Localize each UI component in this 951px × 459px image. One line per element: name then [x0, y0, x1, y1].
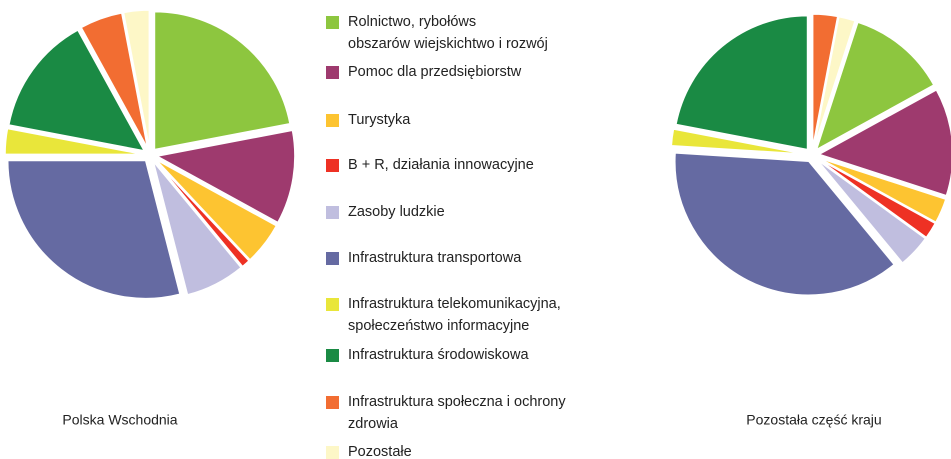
pie-slice — [154, 159, 251, 268]
legend-label: Pozostałe — [348, 444, 412, 459]
legend-swatch — [326, 159, 339, 172]
legend-label: Infrastruktura społeczna i ochrony zdrow… — [348, 394, 566, 432]
legend-swatch — [326, 349, 339, 362]
pie-slice — [7, 28, 146, 152]
legend-label: Infrastruktura telekomunikacyjna, społec… — [348, 296, 561, 334]
legend-swatch — [326, 16, 339, 29]
legend-swatch — [326, 396, 339, 409]
legend-label: Infrastruktura środowiskowa — [348, 347, 529, 363]
chart-title: Polska Wschodnia — [62, 412, 177, 428]
pie-slice — [817, 158, 937, 239]
pie-slice — [816, 159, 927, 265]
legend-swatch — [326, 446, 339, 459]
pie-slice — [122, 9, 151, 149]
pie-slice — [675, 14, 809, 151]
pie-slice — [811, 13, 839, 149]
pie-slice — [153, 10, 291, 151]
pie-slice — [4, 127, 144, 156]
pie-slice — [670, 128, 806, 155]
pie-slice — [152, 160, 243, 296]
legend-swatch — [326, 114, 339, 127]
pie-slice — [154, 129, 296, 224]
legend-label: Turystyka — [348, 112, 411, 128]
pie-slice — [80, 11, 149, 149]
pie-slice — [154, 158, 278, 261]
legend-label: B + R, działania innowacyjne — [348, 157, 534, 173]
pie-slice — [815, 21, 935, 152]
chart-title: Pozostała część kraju — [746, 412, 881, 428]
legend-swatch — [326, 298, 339, 311]
pie-slice — [817, 88, 951, 197]
legend-label: Infrastruktura transportowa — [348, 250, 522, 266]
legend-label: Pomoc dla przedsiębiorstw — [348, 64, 522, 80]
legend-swatch — [326, 252, 339, 265]
legend-swatch — [326, 206, 339, 219]
pie-slice — [6, 159, 181, 300]
pie-slice — [674, 152, 896, 296]
pie-slice — [813, 15, 857, 149]
legend-label: Zasoby ludzkie — [348, 204, 445, 220]
pie-slice — [818, 157, 947, 224]
legend-label: Rolnictwo, rybołóws obszarów wiejskichtw… — [348, 14, 548, 52]
legend-swatch — [326, 66, 339, 79]
